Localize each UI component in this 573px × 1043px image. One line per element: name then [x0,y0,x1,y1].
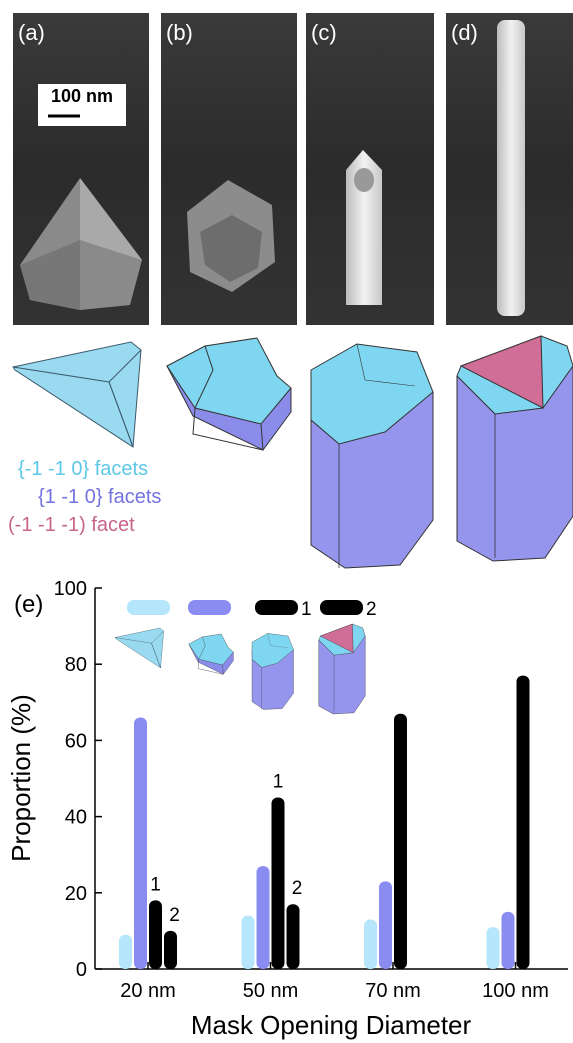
y-tick-label: 80 [65,654,87,676]
x-tick-label: 50 nm [243,980,299,1002]
panel-label: (a) [18,20,45,45]
legend-swatch [188,600,231,615]
scale-bar-label: 100 nm [51,86,113,106]
legend-swatch [320,600,363,615]
x-axis-title: Mask Opening Diameter [191,1010,472,1040]
y-tick-label: 20 [65,883,87,905]
y-tick-label: 100 [54,578,87,600]
model [167,338,291,450]
crystal [497,20,525,316]
bar [242,916,255,969]
legend-swatch [127,600,170,615]
sem-images: 100 nm (a) (b) (c) (d) [13,13,573,325]
inset-models [115,624,365,714]
bar [364,919,377,969]
panel-label: (e) [14,591,43,618]
model [311,344,433,568]
bar-annotation: 1 [273,772,284,793]
y-axis-title: Proportion (%) [6,694,36,862]
bar [487,927,500,969]
facet-legend-item: {-1 -1 0} facets [18,458,148,480]
legend-swatch [255,600,298,615]
legend-label: 1 [301,599,312,620]
bar [119,935,132,969]
bar [149,900,162,969]
panel-label: (c) [311,20,337,45]
y-tick-label: 40 [65,807,87,829]
bar [164,931,177,969]
bar [502,912,515,969]
y-tick-label: 60 [65,730,87,752]
x-tick-label: 20 nm [120,980,176,1002]
legend-label: 2 [366,599,377,620]
page: {"panels": {"labels": ["(a)", "(b)", "(c… [0,0,573,1043]
bar-annotation: 1 [150,874,161,895]
model [319,624,365,714]
figure: 100 nm (a) (b) (c) (d) {-1 -1 0} facets{… [0,0,573,1043]
bar-annotation: 2 [169,905,180,926]
model [115,628,164,668]
bar [517,676,530,969]
model [13,342,141,447]
bar [379,881,392,969]
facet-legend-item: {1 -1 0} facets [38,486,161,508]
panel-label: (b) [166,20,193,45]
facet-legend: {-1 -1 0} facets {1 -1 0} facets (-1 -1 -1… [8,458,161,536]
bar [272,798,285,969]
bar [394,714,407,969]
bar [287,904,300,969]
x-tick-label: 70 nm [365,980,421,1002]
model [189,634,234,674]
panel-label: (d) [451,20,478,45]
bar [134,718,147,969]
facet-legend-item: (-1 -1 -1) facet [8,514,135,536]
bar-annotation: 2 [292,878,303,899]
x-tick-label: 100 nm [482,980,549,1002]
model [457,336,573,561]
y-tick-label: 0 [76,959,87,981]
model [252,633,293,709]
bar [257,866,270,969]
